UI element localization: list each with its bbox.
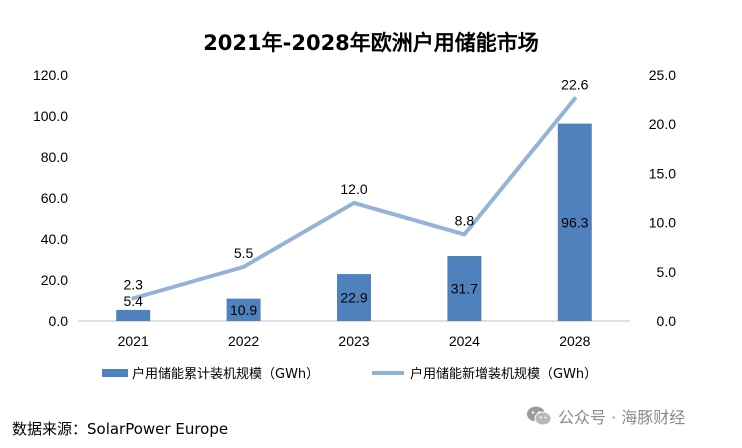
left-tick-label: 40.0 (41, 231, 68, 247)
right-tick-label: 20.0 (649, 116, 676, 132)
line-data-label: 2.3 (123, 276, 143, 292)
left-tick-label: 100.0 (33, 108, 68, 124)
left-tick-label: 0.0 (49, 313, 69, 329)
left-tick-label: 20.0 (41, 272, 68, 288)
legend-swatch-bar (102, 369, 128, 377)
line-data-label: 12.0 (340, 181, 367, 197)
source-note: 数据来源：SolarPower Europe (12, 420, 229, 438)
left-tick-label: 120.0 (33, 67, 68, 83)
bar-data-label: 5.4 (123, 293, 143, 309)
bar-data-label: 22.9 (340, 290, 367, 306)
bar-series (116, 123, 592, 322)
line-data-label: 8.8 (455, 212, 475, 228)
bar-data-labels: 5.4 10.9 22.9 31.7 96.3 (123, 214, 588, 318)
line-data-label: 22.6 (561, 77, 588, 93)
right-tick-label: 5.0 (657, 264, 677, 280)
watermark-text: 公众号 · 海豚财经 (558, 408, 686, 427)
bar (337, 274, 371, 321)
bar (226, 298, 261, 321)
bar-data-label: 10.9 (230, 302, 257, 318)
right-axis: 0.0 5.0 10.0 15.0 20.0 25.0 (649, 67, 676, 329)
bar (447, 256, 482, 321)
chart-title: 2021年-2028年欧洲户用储能市场 (203, 31, 539, 55)
category-label: 2022 (228, 333, 259, 349)
category-label: 2024 (449, 333, 480, 349)
legend-label-line: 户用储能新增装机规模（GWh） (410, 366, 597, 382)
right-tick-label: 15.0 (649, 165, 676, 181)
watermark: 公众号 · 海豚财经 (526, 404, 685, 428)
bar (557, 123, 592, 322)
category-label: 2021 (118, 333, 149, 349)
bar-data-label: 31.7 (451, 281, 478, 297)
legend-label-bar: 户用储能累计装机规模（GWh） (132, 366, 319, 382)
category-label: 2023 (338, 333, 369, 349)
right-tick-label: 25.0 (649, 67, 676, 83)
left-tick-label: 80.0 (41, 149, 68, 165)
line-data-labels: 2.3 5.5 12.0 8.8 22.6 (123, 77, 588, 293)
left-tick-label: 60.0 (41, 190, 68, 206)
left-axis: 0.0 20.0 40.0 60.0 80.0 100.0 120.0 (33, 67, 68, 329)
category-labels: 2021 2022 2023 2024 2028 (118, 333, 591, 349)
legend: 户用储能累计装机规模（GWh） 户用储能新增装机规模（GWh） (102, 366, 597, 382)
series-line (131, 96, 577, 301)
bar (116, 309, 151, 321)
right-tick-label: 10.0 (649, 215, 676, 231)
bar-data-label: 96.3 (561, 214, 588, 230)
category-label: 2028 (559, 333, 590, 349)
wechat-icon (526, 405, 552, 427)
line-series (131, 96, 577, 301)
right-tick-label: 0.0 (657, 313, 677, 329)
line-data-label: 5.5 (234, 245, 254, 261)
